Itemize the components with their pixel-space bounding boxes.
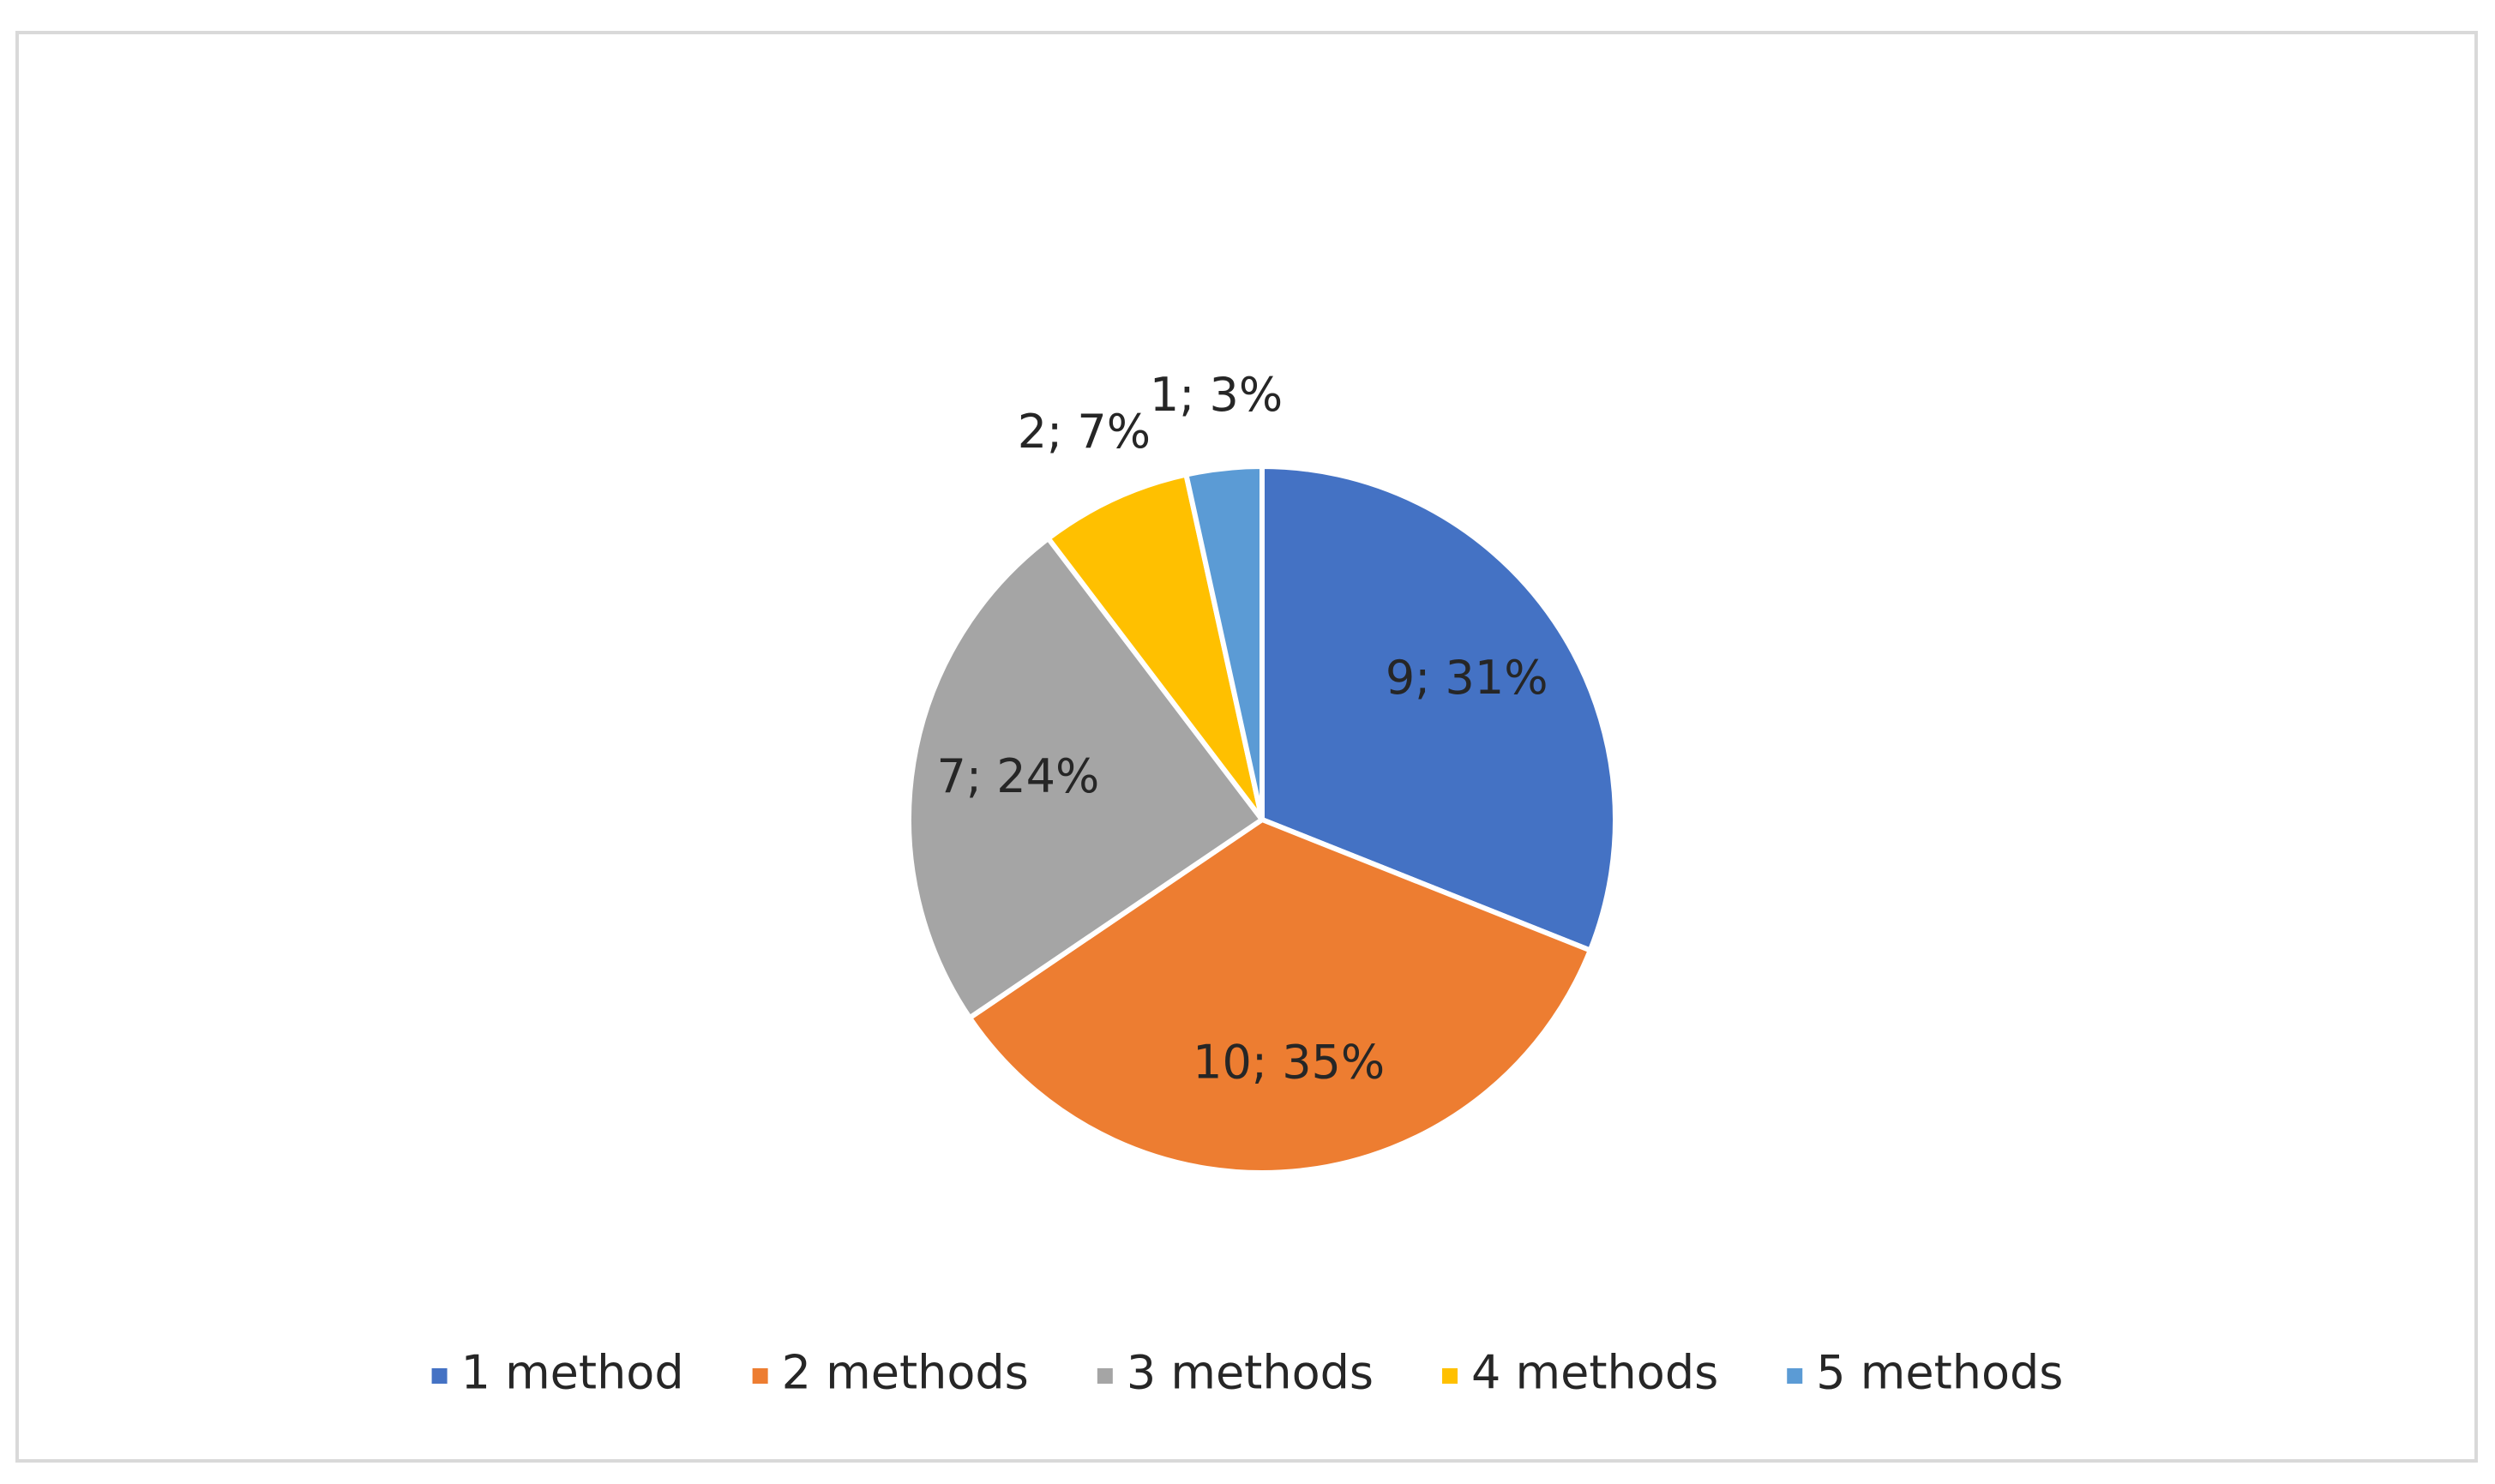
- data-label: 1; 3%: [1150, 368, 1283, 422]
- pie-slice: [1182, 463, 1265, 820]
- legend-marker: [1442, 1368, 1458, 1384]
- data-label: 7; 24%: [937, 749, 1100, 803]
- pie-slice: [965, 816, 1594, 1175]
- legend-label: 3 methods: [1127, 1346, 1374, 1400]
- data-label: 9; 31%: [1386, 651, 1548, 705]
- pie-slice: [1260, 463, 1618, 954]
- pie-slice: [1044, 472, 1265, 821]
- legend-label: 1 method: [461, 1346, 684, 1400]
- legend-marker: [1787, 1368, 1803, 1384]
- legend-label: 2 methods: [782, 1346, 1029, 1400]
- legend-marker: [1097, 1368, 1113, 1384]
- legend-label: 5 methods: [1816, 1346, 2063, 1400]
- pie-slice: [906, 534, 1266, 1022]
- data-label: 10; 35%: [1193, 1035, 1385, 1089]
- legend-marker: [431, 1368, 448, 1384]
- legend-label: 4 methods: [1471, 1346, 1718, 1400]
- legend-marker: [752, 1368, 768, 1384]
- data-label: 2; 7%: [1018, 405, 1151, 459]
